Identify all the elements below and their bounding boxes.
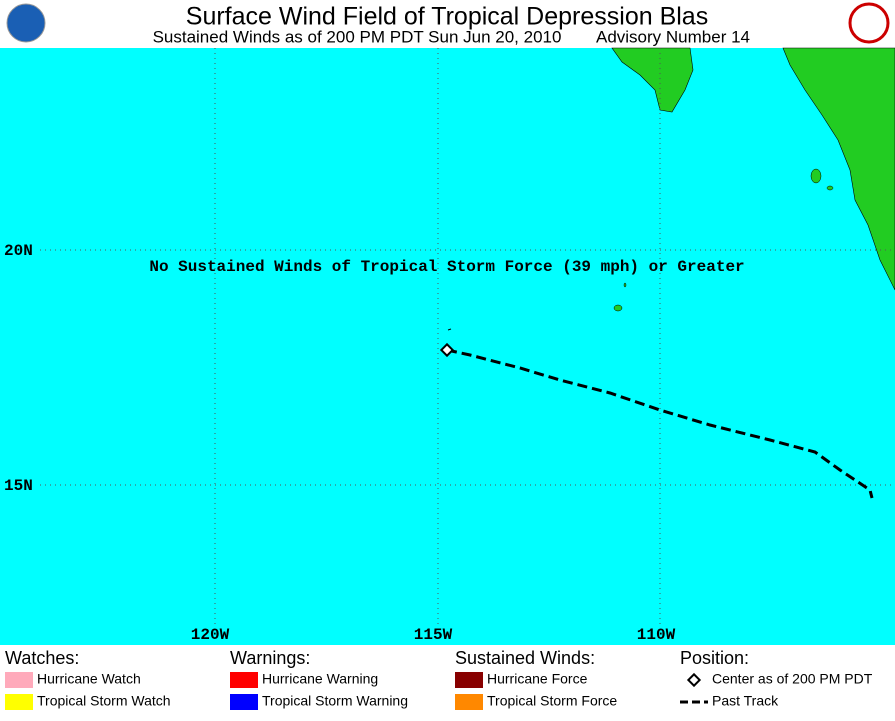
island xyxy=(623,282,627,288)
legend-label: Center as of 200 PM PDT xyxy=(712,671,873,687)
legend-label: Tropical Storm Warning xyxy=(262,693,408,709)
legend-swatch xyxy=(230,694,258,710)
legend-label: Tropical Storm Force xyxy=(487,693,617,709)
legend-label: Tropical Storm Watch xyxy=(37,693,171,709)
island xyxy=(613,304,623,312)
legend-swatch xyxy=(455,672,483,688)
past-track xyxy=(446,348,874,499)
legend-heading: Watches: xyxy=(5,648,79,668)
legend-label: Hurricane Force xyxy=(487,671,588,687)
storm-center xyxy=(439,342,455,358)
lon-label: 120W xyxy=(191,626,230,644)
legend-swatch xyxy=(455,694,483,710)
title: Surface Wind Field of Tropical Depressio… xyxy=(186,3,708,31)
legend-heading: Warnings: xyxy=(230,648,310,668)
message: No Sustained Winds of Tropical Storm For… xyxy=(149,258,744,276)
legend-symbol xyxy=(686,672,702,688)
baja-california xyxy=(611,47,694,113)
island xyxy=(810,168,822,184)
legend-label: Hurricane Watch xyxy=(37,671,141,687)
lon-label: 115W xyxy=(414,626,453,644)
legend-label: Hurricane Warning xyxy=(262,671,378,687)
legend-swatch xyxy=(5,694,33,710)
lat-label: 15N xyxy=(4,477,33,495)
advisory: Advisory Number 14 xyxy=(596,27,750,46)
legend-swatch xyxy=(5,672,33,688)
island xyxy=(826,185,834,191)
lon-label: 110W xyxy=(637,626,676,644)
noaa-logo xyxy=(6,3,46,43)
graticule xyxy=(40,48,895,625)
legend-heading: Position: xyxy=(680,648,749,668)
legend-swatch xyxy=(230,672,258,688)
legend-heading: Sustained Winds: xyxy=(455,648,595,668)
legend: Watches: Hurricane Watch Tropical Storm Wa… xyxy=(5,648,873,710)
legend-label: Past Track xyxy=(712,693,779,709)
mainland-mexico xyxy=(782,47,895,291)
island xyxy=(447,328,452,331)
subtitle: Sustained Winds as of 200 PM PDT Sun Jun… xyxy=(153,27,562,46)
nws-logo xyxy=(848,2,890,44)
map: 20N 15N 120W 115W 110W No Sustained Wind… xyxy=(0,47,895,645)
lat-label: 20N xyxy=(4,242,33,260)
